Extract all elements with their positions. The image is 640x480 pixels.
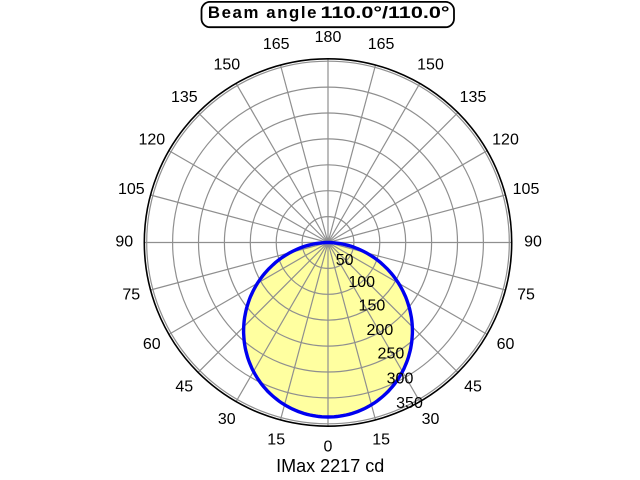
svg-text:200: 200 — [367, 322, 394, 339]
svg-text:15: 15 — [267, 432, 285, 449]
svg-text:50: 50 — [336, 252, 354, 269]
svg-text:150: 150 — [213, 56, 240, 73]
svg-text:150: 150 — [417, 56, 444, 73]
svg-text:105: 105 — [118, 181, 145, 198]
svg-text:120: 120 — [492, 131, 519, 148]
svg-text:45: 45 — [464, 379, 482, 396]
svg-text:15: 15 — [372, 432, 390, 449]
svg-text:90: 90 — [115, 234, 133, 251]
svg-text:120: 120 — [138, 131, 165, 148]
svg-text:350: 350 — [396, 395, 423, 412]
svg-text:180: 180 — [315, 29, 342, 46]
svg-text:165: 165 — [263, 36, 290, 53]
svg-text:0: 0 — [324, 439, 333, 456]
svg-text:45: 45 — [175, 379, 193, 396]
svg-text:135: 135 — [460, 89, 487, 106]
svg-text:300: 300 — [387, 371, 414, 388]
svg-text:110.0°/110.0°: 110.0°/110.0° — [321, 3, 450, 22]
svg-text:150: 150 — [359, 298, 386, 315]
svg-text:60: 60 — [143, 336, 161, 353]
svg-text:60: 60 — [497, 336, 515, 353]
svg-text:100: 100 — [348, 274, 375, 291]
svg-text:105: 105 — [513, 181, 540, 198]
svg-text:135: 135 — [171, 89, 198, 106]
svg-text:75: 75 — [122, 287, 140, 304]
svg-text:90: 90 — [524, 234, 542, 251]
svg-text:75: 75 — [517, 287, 535, 304]
svg-text:Beam angle: Beam angle — [208, 3, 318, 22]
svg-text:250: 250 — [378, 346, 405, 363]
svg-text:30: 30 — [422, 411, 440, 428]
svg-text:165: 165 — [368, 36, 395, 53]
svg-text:IMax 2217 cd: IMax 2217 cd — [276, 456, 384, 476]
svg-text:30: 30 — [218, 411, 236, 428]
